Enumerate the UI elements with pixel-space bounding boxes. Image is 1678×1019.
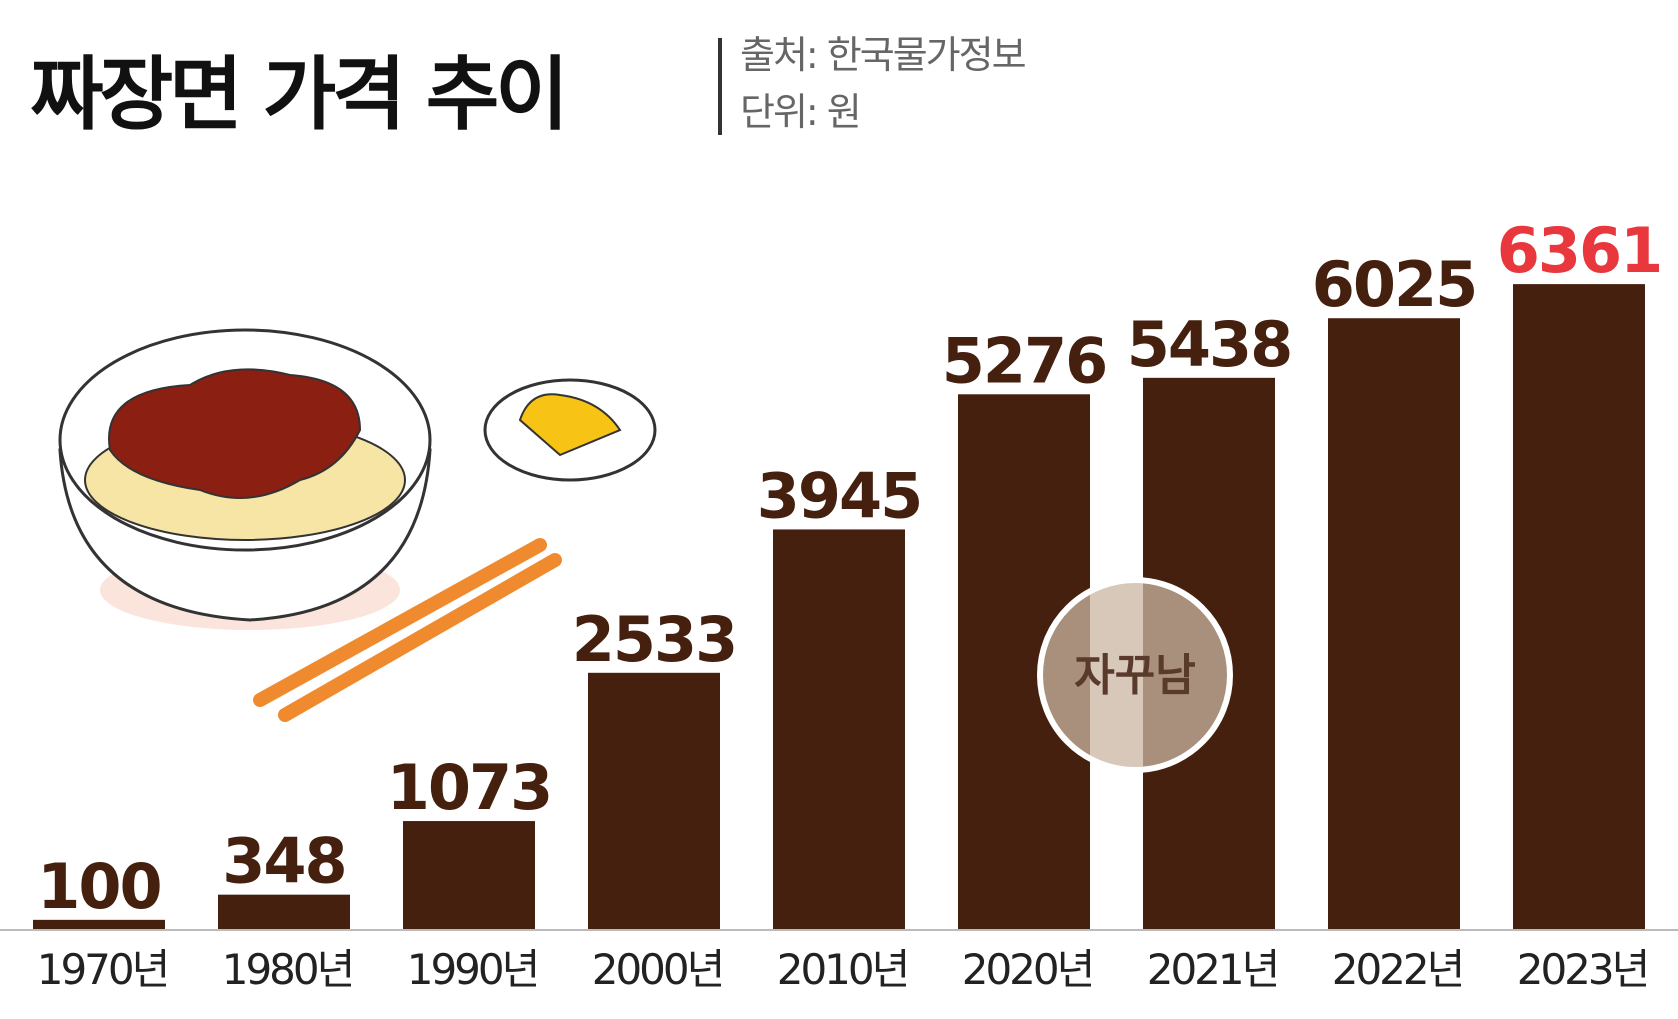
bar bbox=[588, 672, 720, 930]
value-label: 100 bbox=[37, 850, 160, 923]
value-label: 3945 bbox=[757, 459, 922, 532]
value-label: 6025 bbox=[1312, 248, 1477, 321]
value-label: 5276 bbox=[942, 324, 1107, 397]
unit: 단위: 원 bbox=[740, 90, 860, 134]
x-tick-label: 1970년 bbox=[37, 945, 168, 994]
watermark: 자꾸남 bbox=[1074, 650, 1195, 701]
value-label: 5438 bbox=[1127, 308, 1292, 381]
x-tick-label: 1990년 bbox=[407, 945, 538, 994]
value-label: 2533 bbox=[572, 603, 737, 676]
bar bbox=[773, 529, 905, 930]
x-tick-label: 2010년 bbox=[777, 945, 908, 994]
bar bbox=[1328, 318, 1460, 930]
watermark-circle bbox=[1037, 577, 1233, 773]
x-tick-label: 2020년 bbox=[962, 945, 1093, 994]
illustration bbox=[58, 328, 657, 722]
x-tick-label: 2000년 bbox=[592, 945, 723, 994]
value-label: 348 bbox=[222, 825, 345, 898]
value-label: 1073 bbox=[387, 751, 552, 824]
value-label: 6361 bbox=[1497, 214, 1662, 287]
x-tick-label: 2021년 bbox=[1147, 945, 1278, 994]
bar bbox=[33, 919, 165, 930]
source: 출처: 한국물가정보 bbox=[740, 33, 1026, 77]
bar bbox=[403, 821, 535, 930]
bar bbox=[1513, 284, 1645, 930]
x-tick-label: 2023년 bbox=[1517, 945, 1648, 994]
x-tick-label: 2022년 bbox=[1332, 945, 1463, 994]
bar bbox=[218, 894, 350, 930]
x-tick-label: 1980년 bbox=[222, 945, 353, 994]
chart-title: 짜장면 가격 추이 bbox=[30, 48, 565, 141]
